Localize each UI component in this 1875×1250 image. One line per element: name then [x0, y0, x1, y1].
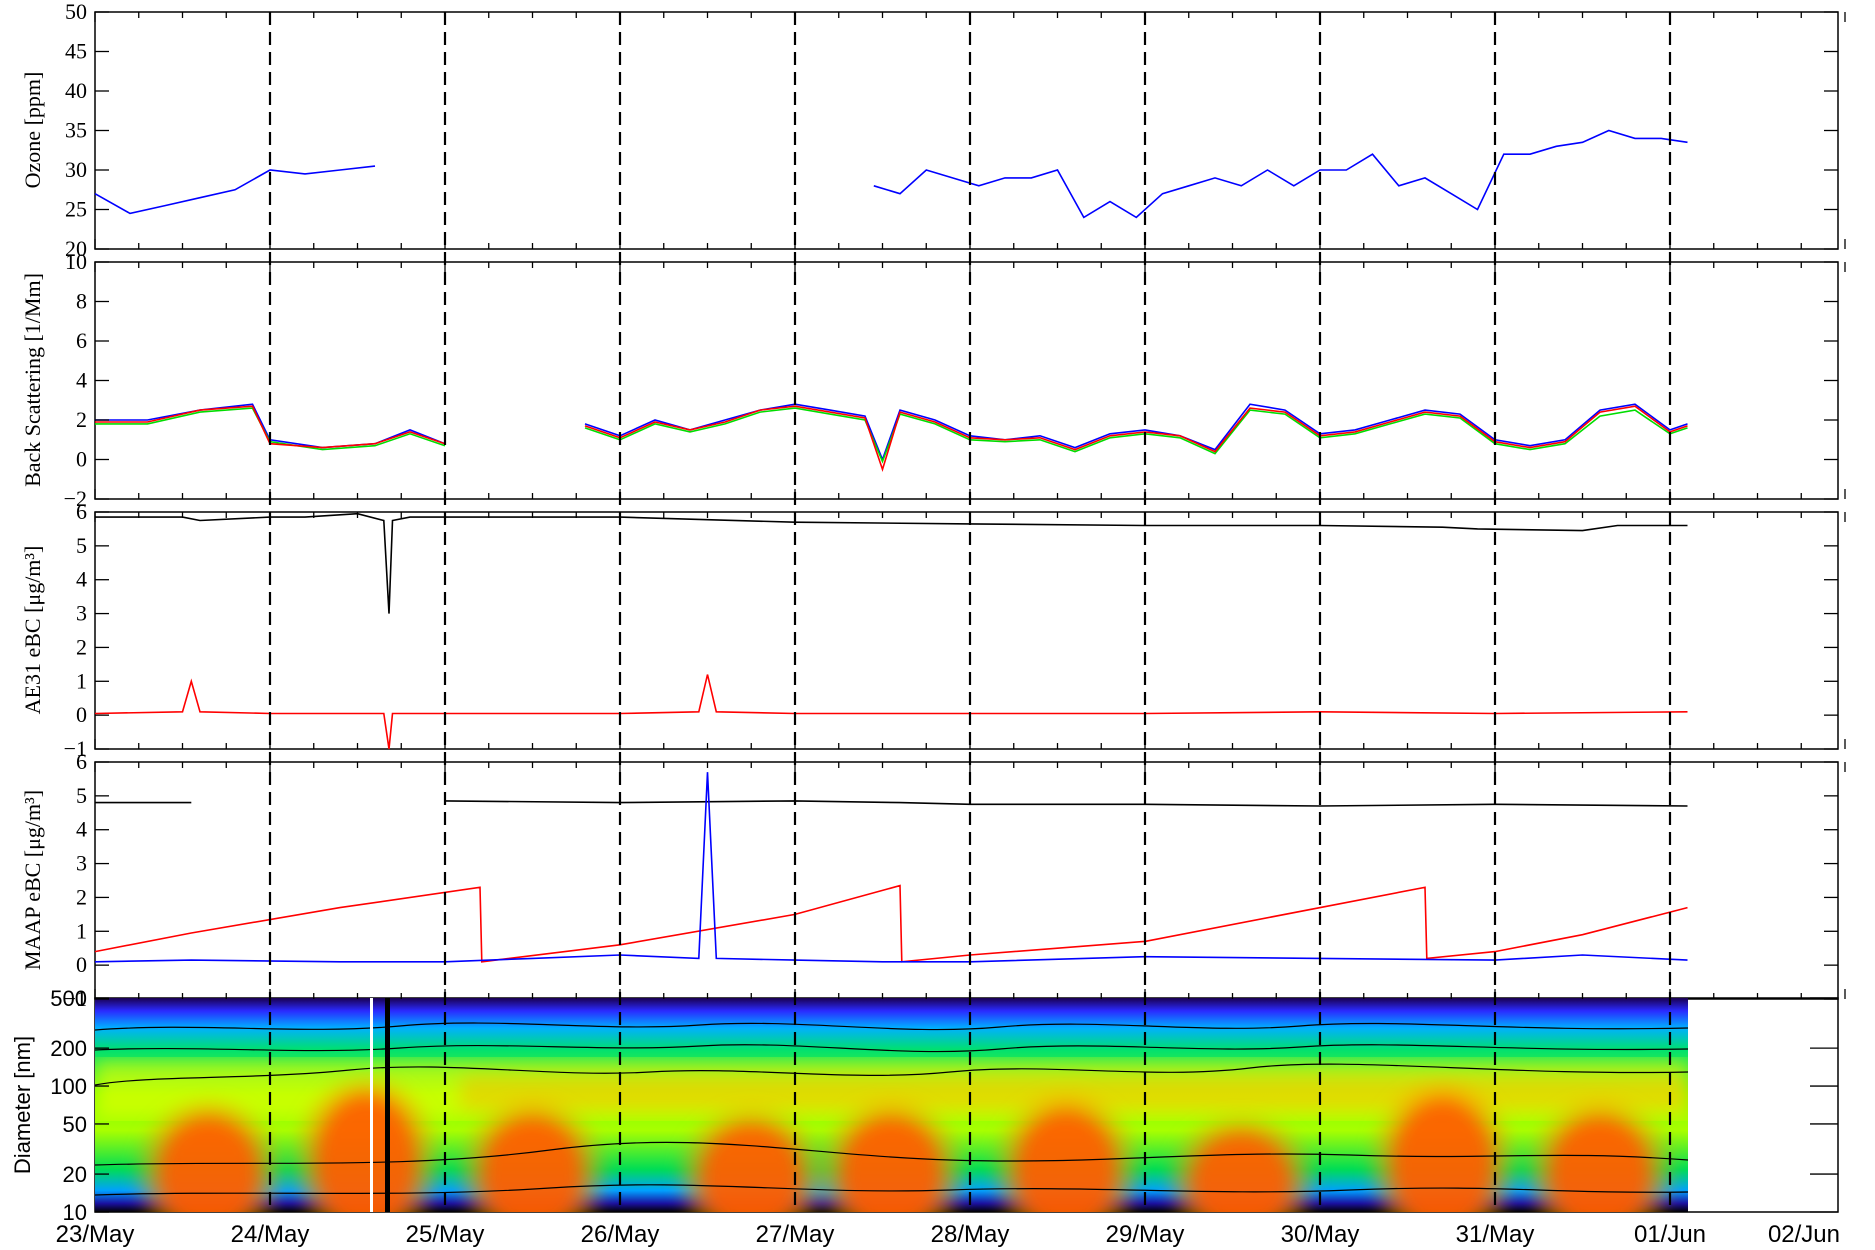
- back-scattering-y-tick-label: 6: [76, 328, 87, 353]
- back-scattering-y-tick-label: 2: [76, 407, 87, 432]
- ae31-panel-frame: [94, 511, 1839, 750]
- axis-ticks: [94, 11, 1846, 1213]
- day-dividers: [268, 12, 1672, 1212]
- maap-y-tick-label: 3: [76, 851, 87, 876]
- ozone-y-tick-label: 40: [65, 78, 87, 103]
- maap-series-1-line: [94, 884, 1688, 963]
- back-scattering-y-tick-label: 8: [76, 289, 87, 314]
- x-tick-label: 26/May: [581, 1221, 660, 1248]
- x-tick-label: 02/Jun: [1768, 1221, 1840, 1248]
- ae31-y-tick-label: 2: [76, 634, 87, 659]
- maap-series-2-line: [94, 772, 1688, 963]
- ae31-y-tick-label: 4: [76, 567, 87, 592]
- ae31-y-tick-label: −1: [64, 736, 87, 761]
- back-scattering-series-0-line: [95, 403, 1688, 462]
- heatmap-event-halo: [1171, 1117, 1312, 1212]
- heatmap-dark-line: [385, 998, 390, 1212]
- x-tick-label: 31/May: [1456, 1221, 1535, 1248]
- ae31-y-axis-label: AE31 eBC [μg/m³]: [20, 546, 45, 715]
- ozone-y-tick-label: 20: [65, 236, 87, 261]
- contour-mid: [95, 1063, 1688, 1086]
- tick-labels: 20253035404550−20246810−10123456−1012345…: [50, 0, 1840, 1248]
- maap-y-tick-label: −1: [64, 986, 87, 1011]
- contour-upper: [95, 1022, 1688, 1031]
- diameter-y-tick-label: 50: [63, 1112, 87, 1137]
- heatmap-event-halo: [296, 1080, 437, 1212]
- ae31-y-tick-label: 1: [76, 668, 87, 693]
- back-scattering-y-tick-label: −2: [64, 486, 87, 511]
- diameter-y-tick-label: 10: [63, 1200, 87, 1225]
- back-scattering-panel-frame: [94, 261, 1839, 500]
- ozone-y-tick-label: 45: [65, 39, 87, 64]
- x-tick-label: 30/May: [1281, 1221, 1360, 1248]
- ae31-y-tick-label: 5: [76, 533, 87, 558]
- ae31-y-tick-label: 0: [76, 702, 87, 727]
- x-tick-label: 28/May: [931, 1221, 1010, 1248]
- x-tick-label: 01/Jun: [1634, 1221, 1706, 1248]
- heatmap-event-halo: [996, 1095, 1137, 1212]
- x-tick-label: 25/May: [406, 1221, 485, 1248]
- diameter-y-axis-label: Diameter [nm]: [10, 1036, 35, 1174]
- heatmap-gap-line: [370, 998, 373, 1212]
- ae31-series-1-line: [94, 674, 1688, 750]
- maap-y-tick-label: 1: [76, 918, 87, 943]
- ozone-y-tick-label: 25: [65, 197, 87, 222]
- maap-y-tick-label: 0: [76, 952, 87, 977]
- ae31-y-tick-label: 3: [76, 601, 87, 626]
- x-tick-label: 23/May: [56, 1221, 135, 1248]
- series-layer: [94, 129, 1688, 963]
- heatmap-event-halo: [1530, 1102, 1670, 1212]
- ozone-panel-frame: [94, 11, 1839, 250]
- maap-y-tick-label: 6: [76, 749, 87, 774]
- x-tick-label: 27/May: [756, 1221, 835, 1248]
- ae31-series-0-line: [95, 512, 1688, 614]
- contour-mid-upper: [95, 1044, 1688, 1053]
- ozone-series-0-line: [94, 129, 1688, 219]
- diameter-y-tick-label: 500: [50, 986, 87, 1011]
- size-distribution-heatmap: [95, 998, 1688, 1212]
- back-scattering-y-tick-label: 4: [76, 368, 87, 393]
- ozone-y-axis-label: Ozone [ppm]: [20, 72, 45, 189]
- heatmap-event-halo: [462, 1102, 603, 1212]
- x-tick-label: 24/May: [231, 1221, 310, 1248]
- diameter-y-tick-label: 20: [63, 1162, 87, 1187]
- maap-y-tick-label: 2: [76, 884, 87, 909]
- maap-series-0-line: [95, 800, 1688, 807]
- maap-y-tick-label: 4: [76, 817, 87, 842]
- maap-y-axis-label: MAAP eBC [μg/m³]: [20, 790, 45, 970]
- x-tick-label: 29/May: [1106, 1221, 1185, 1248]
- maap-y-tick-label: 5: [76, 783, 87, 808]
- diameter-y-tick-label: 100: [50, 1074, 87, 1099]
- back-scattering-y-axis-label: Back Scattering [1/Mm]: [20, 273, 45, 487]
- heatmap-event-halo: [138, 1102, 279, 1212]
- ozone-y-tick-label: 30: [65, 157, 87, 182]
- heatmap-event-halo: [1372, 1084, 1513, 1212]
- maap-panel-frame: [94, 761, 1839, 1000]
- ae31-y-tick-label: 6: [76, 499, 87, 524]
- back-scattering-y-tick-label: 0: [76, 447, 87, 472]
- diameter-y-tick-label: 200: [50, 1036, 87, 1061]
- back-scattering-y-tick-label: 10: [65, 249, 87, 274]
- ozone-y-tick-label: 35: [65, 118, 87, 143]
- ozone-y-tick-label: 50: [65, 0, 87, 24]
